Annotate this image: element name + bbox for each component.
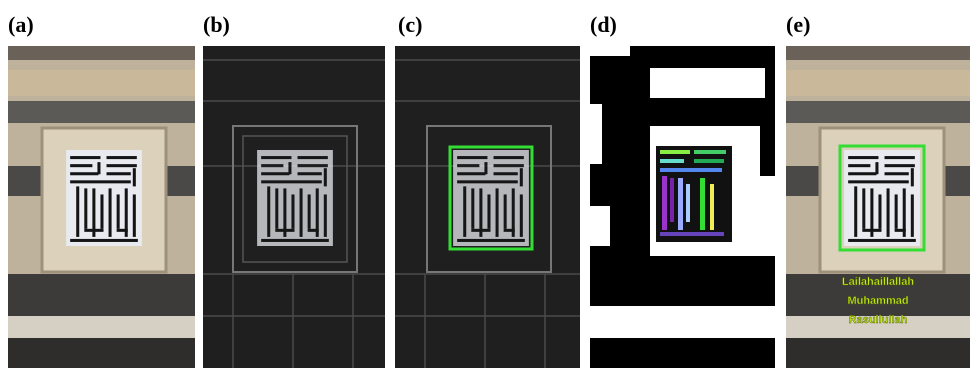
panel-label: (e) [786, 12, 810, 37]
recognized-text: Muhammad [847, 295, 908, 307]
figure: (a) (b) (c) (d) (e) [0, 0, 970, 368]
stripe [786, 70, 970, 96]
blob [590, 104, 602, 164]
stripe [8, 316, 195, 338]
calligraphy [257, 150, 333, 246]
blob [590, 46, 630, 56]
calligraphy [453, 150, 529, 246]
stripe [786, 338, 970, 368]
blob [650, 68, 765, 98]
recognized-text: Rasullullah [849, 314, 908, 326]
stripe [786, 46, 970, 60]
panel-segmentation [590, 46, 775, 368]
panel-original [8, 46, 195, 368]
stripe [8, 70, 195, 96]
stripe [8, 274, 195, 316]
panel-label: (c) [398, 12, 422, 37]
recognized-text: Lailahaillallah [842, 276, 914, 288]
blob [590, 206, 610, 246]
stripe [8, 338, 195, 368]
panel-label: (b) [203, 12, 230, 37]
panel-label: (a) [8, 12, 34, 37]
stripe [8, 46, 195, 60]
panel-emboss [203, 46, 385, 368]
stripe [786, 101, 970, 123]
blob [590, 306, 775, 338]
calligraphy [66, 150, 142, 246]
panel-label: (d) [590, 12, 617, 37]
stripe [8, 101, 195, 123]
calligraphy [844, 150, 920, 246]
panel-detection [395, 46, 580, 368]
